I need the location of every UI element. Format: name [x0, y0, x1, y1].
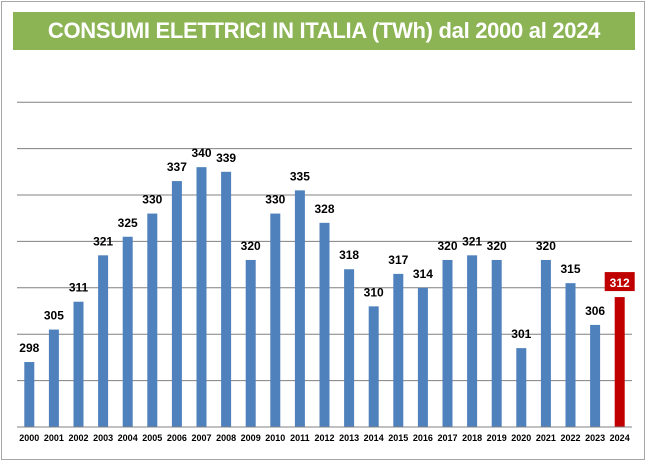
- x-tick-2024: 2024: [610, 433, 630, 443]
- data-label-2004: 325: [118, 216, 138, 230]
- bar-2004: [122, 236, 133, 427]
- title-banner: CONSUMI ELETTRICI IN ITALIA (TWh) dal 20…: [13, 12, 635, 50]
- x-tick-2020: 2020: [511, 433, 531, 443]
- data-labels: 298 305 311 321 325 330 337 340 339 320 330 335 328 3…: [19, 146, 635, 355]
- data-label-2000: 298: [19, 341, 39, 355]
- bars: [24, 167, 625, 427]
- x-tick-2008: 2008: [216, 433, 236, 443]
- bar-2013: [344, 269, 355, 427]
- data-label-2007: 340: [191, 146, 211, 160]
- x-tick-labels: 2000 2001 2002 2003 2004 2005 2006 2007 2008 2009…: [19, 433, 629, 443]
- bar-2003: [98, 255, 109, 427]
- x-tick-2018: 2018: [462, 433, 482, 443]
- bar-2024: [614, 297, 625, 427]
- data-label-2023: 306: [585, 304, 605, 318]
- bar-2023: [590, 324, 601, 427]
- data-label-2019: 320: [487, 239, 507, 253]
- data-label-2020: 301: [511, 327, 531, 341]
- bar-2002: [73, 301, 84, 427]
- x-tick-2007: 2007: [191, 433, 211, 443]
- bar-2001: [48, 329, 59, 427]
- bar-2021: [540, 259, 551, 427]
- x-tick-2010: 2010: [265, 433, 285, 443]
- data-label-2011: 335: [290, 169, 310, 183]
- bar-2006: [171, 181, 182, 427]
- x-tick-2019: 2019: [487, 433, 507, 443]
- bar-2008: [221, 171, 232, 427]
- x-tick-2017: 2017: [437, 433, 457, 443]
- data-label-2005: 330: [142, 193, 162, 207]
- bar-2011: [294, 190, 305, 427]
- bar-2018: [467, 255, 478, 427]
- x-tick-2014: 2014: [364, 433, 384, 443]
- data-label-2014: 310: [364, 285, 384, 299]
- data-label-2002: 311: [69, 281, 89, 295]
- data-label-2006: 337: [167, 160, 187, 174]
- data-label-2013: 318: [339, 248, 359, 262]
- x-tick-2000: 2000: [19, 433, 39, 443]
- bar-2016: [417, 287, 428, 427]
- bar-2019: [491, 259, 502, 427]
- x-tick-2016: 2016: [413, 433, 433, 443]
- x-tick-2012: 2012: [314, 433, 334, 443]
- x-tick-2013: 2013: [339, 433, 359, 443]
- bar-2009: [245, 259, 256, 427]
- x-tick-2023: 2023: [585, 433, 605, 443]
- data-label-2001: 305: [44, 309, 64, 323]
- bar-2022: [565, 283, 576, 427]
- highlight-label-bg: [604, 272, 635, 292]
- data-label-2016: 314: [413, 267, 433, 281]
- data-label-2021: 320: [536, 239, 556, 253]
- x-tick-2002: 2002: [68, 433, 88, 443]
- data-label-2010: 330: [265, 193, 285, 207]
- data-label-2022: 315: [560, 262, 580, 276]
- data-label-2012: 328: [314, 202, 334, 216]
- x-tick-2011: 2011: [290, 433, 310, 443]
- bar-2017: [442, 259, 453, 427]
- data-label-2024: 312: [610, 276, 630, 290]
- bar-2010: [270, 213, 281, 427]
- data-label-2017: 320: [437, 239, 457, 253]
- data-label-2018: 321: [462, 234, 482, 248]
- data-label-2008: 339: [216, 151, 236, 165]
- data-label-2009: 320: [241, 239, 261, 253]
- x-tick-2006: 2006: [167, 433, 187, 443]
- bar-2014: [368, 306, 379, 427]
- x-tick-2001: 2001: [44, 433, 64, 443]
- bar-2015: [393, 273, 404, 427]
- x-tick-2022: 2022: [560, 433, 580, 443]
- x-tick-2021: 2021: [536, 433, 556, 443]
- data-label-2015: 317: [388, 253, 408, 267]
- x-tick-2009: 2009: [241, 433, 261, 443]
- bar-2005: [147, 213, 158, 427]
- bar-2012: [319, 222, 330, 427]
- x-tick-2005: 2005: [142, 433, 162, 443]
- chart-title: CONSUMI ELETTRICI IN ITALIA (TWh) dal 20…: [47, 18, 601, 43]
- data-label-2003: 321: [93, 234, 113, 248]
- bar-2020: [516, 348, 527, 427]
- x-tick-2003: 2003: [93, 433, 113, 443]
- x-tick-2004: 2004: [118, 433, 138, 443]
- x-tick-2015: 2015: [388, 433, 408, 443]
- bar-2007: [196, 167, 207, 427]
- bar-2000: [24, 362, 35, 427]
